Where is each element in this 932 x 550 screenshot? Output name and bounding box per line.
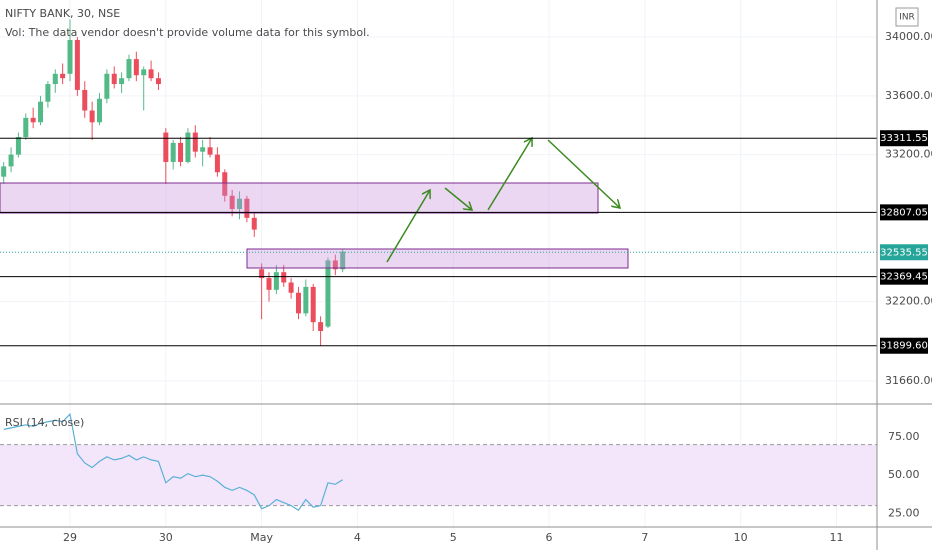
x-tick-label: May bbox=[250, 531, 273, 544]
candle-body bbox=[1, 166, 7, 177]
candle-body bbox=[222, 172, 228, 196]
candle-body bbox=[303, 286, 309, 314]
price-level-label: 31899.60 bbox=[880, 341, 928, 352]
price-level-box bbox=[880, 204, 928, 221]
x-tick-label: 7 bbox=[641, 531, 648, 544]
currency-box bbox=[895, 7, 919, 27]
candle-body bbox=[325, 260, 331, 327]
supply-zone bbox=[0, 182, 599, 214]
arrow bbox=[386, 190, 430, 263]
y-tick-label: 31660.00 bbox=[885, 374, 932, 387]
drawings bbox=[0, 138, 629, 269]
candle-body bbox=[318, 322, 324, 331]
candle-body bbox=[244, 198, 250, 218]
x-tick-label: 29 bbox=[63, 531, 77, 544]
candle-body bbox=[60, 73, 66, 79]
rsi-band bbox=[0, 444, 877, 506]
candle-body bbox=[104, 73, 110, 99]
candle-body bbox=[82, 89, 88, 111]
arrow bbox=[487, 138, 532, 211]
x-tick-label: 30 bbox=[159, 531, 173, 544]
volume-note: Vol: The data vendor doesn't provide vol… bbox=[5, 26, 370, 39]
candle-body bbox=[45, 84, 51, 102]
candle-body bbox=[141, 69, 147, 76]
y-tick-label: 25.00 bbox=[888, 506, 920, 519]
candle-body bbox=[273, 272, 279, 290]
rsi-line bbox=[3, 412, 344, 512]
candle-body bbox=[310, 286, 316, 323]
candle-body bbox=[52, 73, 58, 85]
y-tick-label: 34000.00 bbox=[885, 30, 932, 43]
candle-body bbox=[155, 78, 161, 85]
candle-body bbox=[288, 282, 294, 293]
candle-body bbox=[185, 132, 191, 162]
candle-body bbox=[251, 217, 257, 230]
x-tick-label: 4 bbox=[354, 531, 361, 544]
candle-body bbox=[148, 69, 154, 79]
y-tick-label: 75.00 bbox=[888, 430, 920, 443]
candle-body bbox=[178, 142, 184, 162]
candle-body bbox=[170, 142, 176, 162]
candle-body bbox=[214, 154, 220, 173]
candle-body bbox=[200, 147, 206, 152]
candle-body bbox=[38, 101, 44, 123]
price-level-box bbox=[880, 268, 928, 285]
x-tick-label: 10 bbox=[734, 531, 748, 544]
candle-body bbox=[30, 117, 36, 123]
candle-body bbox=[15, 136, 21, 155]
candle-body bbox=[111, 73, 117, 85]
candle-body bbox=[163, 132, 169, 162]
price-level-box bbox=[880, 244, 928, 261]
chart-title: NIFTY BANK, 30, NSE bbox=[5, 7, 120, 20]
price-level-label: 32369.45 bbox=[880, 272, 928, 283]
candle-body bbox=[237, 198, 243, 209]
candle-body bbox=[126, 59, 132, 79]
rsi-title: RSI (14, close) bbox=[5, 416, 84, 429]
candle-body bbox=[340, 251, 346, 270]
candle-body bbox=[332, 260, 338, 270]
price-level-label: 32535.55 bbox=[880, 247, 928, 258]
candle-body bbox=[8, 154, 14, 167]
x-tick-label: 11 bbox=[829, 531, 843, 544]
candle-body bbox=[295, 292, 301, 314]
price-level-box bbox=[880, 130, 928, 147]
candle-body bbox=[74, 39, 80, 90]
candle-body bbox=[67, 39, 73, 74]
candle-body bbox=[229, 195, 235, 209]
candle-body bbox=[119, 78, 125, 85]
arrow bbox=[444, 187, 472, 210]
candle-body bbox=[96, 98, 102, 123]
x-tick-label: 5 bbox=[450, 531, 457, 544]
candle-body bbox=[133, 59, 139, 76]
price-level-label: 32807.05 bbox=[880, 207, 928, 218]
demand-zone bbox=[246, 248, 629, 269]
y-tick-label: 50.00 bbox=[888, 468, 920, 481]
price-level-box bbox=[880, 337, 928, 354]
candle-body bbox=[192, 132, 198, 152]
y-tick-label: 33600.00 bbox=[885, 89, 932, 102]
candle-body bbox=[89, 110, 95, 123]
candle-body bbox=[23, 117, 29, 137]
y-tick-label: 32200.00 bbox=[885, 295, 932, 308]
candle-body bbox=[266, 278, 272, 290]
candle-body bbox=[259, 269, 265, 279]
arrow bbox=[547, 139, 620, 208]
candle-body bbox=[207, 147, 213, 155]
candle-body bbox=[281, 272, 287, 283]
y-tick-label: 33200.00 bbox=[885, 148, 932, 161]
currency: INR bbox=[899, 13, 915, 23]
price-level-label: 33311.55 bbox=[880, 133, 928, 144]
x-tick-label: 6 bbox=[546, 531, 553, 544]
